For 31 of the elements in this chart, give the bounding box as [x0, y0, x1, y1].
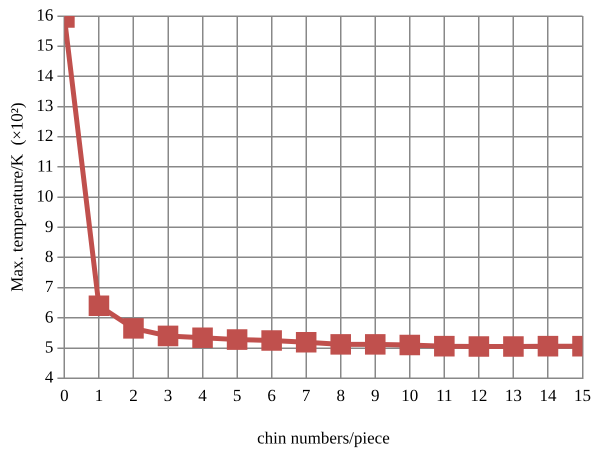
y-axis-title: Max. temperature/K (×10²) [8, 102, 27, 292]
x-tick-label: 10 [401, 386, 418, 405]
x-tick-label: 13 [504, 386, 522, 405]
y-tick-label: 6 [44, 307, 54, 326]
x-tick-label: 7 [302, 386, 311, 405]
y-tick-label: 8 [44, 246, 54, 266]
y-tick-label: 11 [37, 156, 54, 176]
y-tick-label: 7 [44, 277, 54, 296]
y-tick-label: 14 [36, 66, 54, 85]
x-tick-label: 6 [267, 386, 276, 405]
y-tick-label: 16 [36, 5, 54, 24]
x-tick-label: 0 [60, 386, 69, 405]
x-axis-title: chin numbers/piece [257, 428, 390, 448]
y-tick-label: 15 [36, 36, 54, 55]
y-tick-label: 9 [44, 216, 54, 236]
x-tick-label: 2 [129, 386, 138, 405]
x-tick-label: 4 [198, 386, 208, 405]
y-tick-label: 12 [36, 126, 54, 146]
x-tick-label: 15 [574, 386, 591, 405]
x-tick-label: 1 [94, 386, 104, 405]
y-tick-label: 4 [44, 368, 54, 387]
x-tick-label: 11 [436, 386, 453, 405]
y-tick-label: 5 [44, 337, 54, 356]
x-tick-label: 8 [336, 386, 345, 405]
x-tick-label: 9 [371, 386, 380, 405]
y-tick-label: 13 [36, 96, 54, 116]
x-tick-label: 5 [232, 386, 242, 405]
x-tick-label: 3 [164, 386, 172, 405]
x-tick-label: 12 [470, 386, 488, 405]
x-tick-label: 14 [539, 386, 557, 405]
y-tick-label: 10 [36, 186, 54, 206]
